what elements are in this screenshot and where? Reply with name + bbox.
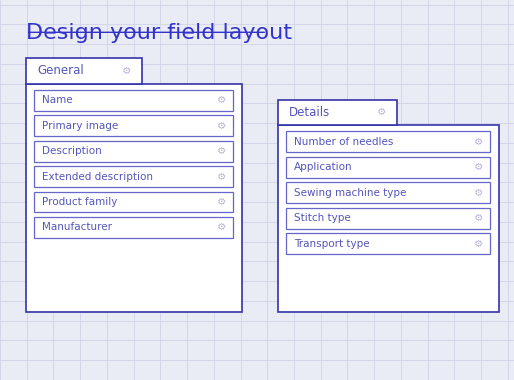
- Text: Manufacturer: Manufacturer: [42, 222, 112, 233]
- FancyBboxPatch shape: [278, 100, 397, 125]
- FancyBboxPatch shape: [286, 157, 490, 178]
- Text: Name: Name: [42, 95, 73, 105]
- Text: Stitch type: Stitch type: [294, 213, 351, 223]
- Text: Number of needles: Number of needles: [294, 137, 393, 147]
- FancyBboxPatch shape: [34, 141, 233, 162]
- Text: General: General: [37, 64, 84, 77]
- Text: ⚙: ⚙: [377, 108, 386, 117]
- FancyBboxPatch shape: [278, 125, 499, 312]
- FancyBboxPatch shape: [34, 192, 233, 212]
- FancyBboxPatch shape: [34, 90, 233, 111]
- Text: ⚙: ⚙: [474, 239, 484, 249]
- Text: Application: Application: [294, 162, 353, 173]
- Text: ⚙: ⚙: [217, 95, 227, 105]
- Text: Transport type: Transport type: [294, 239, 370, 249]
- FancyBboxPatch shape: [34, 217, 233, 238]
- Text: ⚙: ⚙: [217, 146, 227, 156]
- Text: ⚙: ⚙: [474, 162, 484, 173]
- FancyBboxPatch shape: [286, 208, 490, 229]
- Text: ⚙: ⚙: [474, 188, 484, 198]
- Text: ⚙: ⚙: [217, 197, 227, 207]
- FancyBboxPatch shape: [26, 58, 142, 84]
- Text: Sewing machine type: Sewing machine type: [294, 188, 407, 198]
- FancyBboxPatch shape: [286, 182, 490, 203]
- Text: Product family: Product family: [42, 197, 118, 207]
- Text: Design your field layout: Design your field layout: [26, 23, 292, 43]
- Text: ⚙: ⚙: [217, 120, 227, 131]
- Text: Primary image: Primary image: [42, 120, 118, 131]
- Text: ⚙: ⚙: [217, 222, 227, 233]
- FancyBboxPatch shape: [34, 166, 233, 187]
- Text: Details: Details: [289, 106, 330, 119]
- FancyBboxPatch shape: [286, 233, 490, 254]
- Text: ⚙: ⚙: [217, 171, 227, 182]
- FancyBboxPatch shape: [286, 131, 490, 152]
- Text: Extended description: Extended description: [42, 171, 153, 182]
- Text: Description: Description: [42, 146, 102, 156]
- Text: ⚙: ⚙: [474, 213, 484, 223]
- FancyBboxPatch shape: [26, 84, 242, 312]
- Text: ⚙: ⚙: [474, 137, 484, 147]
- Text: ⚙: ⚙: [122, 66, 132, 76]
- FancyBboxPatch shape: [34, 115, 233, 136]
